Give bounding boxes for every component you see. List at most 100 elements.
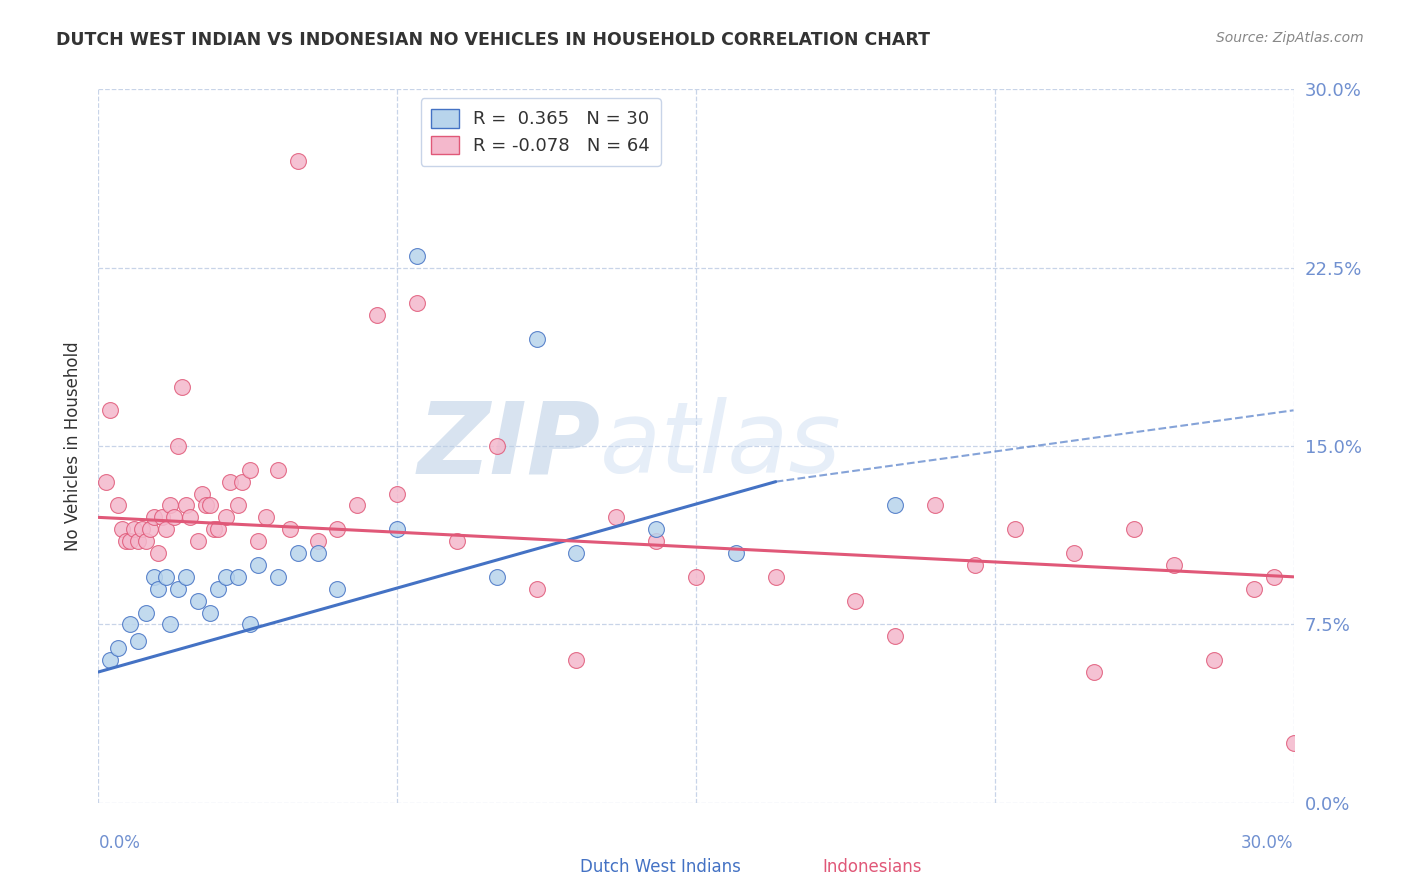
Text: atlas: atlas bbox=[600, 398, 842, 494]
Point bbox=[159, 499, 181, 513]
Point bbox=[219, 475, 242, 489]
Point bbox=[844, 593, 866, 607]
Point bbox=[124, 522, 146, 536]
Point bbox=[645, 522, 668, 536]
Point bbox=[963, 558, 986, 572]
Point bbox=[254, 510, 277, 524]
Point bbox=[127, 634, 149, 648]
Point bbox=[207, 522, 229, 536]
Point bbox=[267, 463, 290, 477]
Text: ZIP: ZIP bbox=[418, 398, 600, 494]
Point bbox=[174, 499, 197, 513]
Point bbox=[1243, 582, 1265, 596]
Point bbox=[1202, 653, 1225, 667]
Point bbox=[287, 153, 309, 168]
Point bbox=[1282, 736, 1305, 750]
Point bbox=[198, 499, 221, 513]
Point bbox=[884, 499, 907, 513]
Point bbox=[346, 499, 368, 513]
Point bbox=[148, 546, 170, 560]
Point bbox=[135, 534, 157, 549]
Point bbox=[215, 570, 238, 584]
Point bbox=[215, 510, 238, 524]
Y-axis label: No Vehicles in Household: No Vehicles in Household bbox=[65, 341, 83, 551]
Point bbox=[765, 570, 787, 584]
Point bbox=[167, 582, 190, 596]
Point bbox=[406, 249, 429, 263]
Point bbox=[326, 582, 349, 596]
Legend: R =  0.365   N = 30, R = -0.078   N = 64: R = 0.365 N = 30, R = -0.078 N = 64 bbox=[420, 98, 661, 166]
Point bbox=[98, 403, 122, 417]
Text: Dutch West Indians: Dutch West Indians bbox=[581, 858, 741, 876]
Text: DUTCH WEST INDIAN VS INDONESIAN NO VEHICLES IN HOUSEHOLD CORRELATION CHART: DUTCH WEST INDIAN VS INDONESIAN NO VEHIC… bbox=[56, 31, 931, 49]
Point bbox=[172, 379, 194, 393]
Point bbox=[526, 332, 548, 346]
Point bbox=[107, 641, 129, 656]
Point bbox=[307, 534, 329, 549]
Point bbox=[159, 617, 181, 632]
Point bbox=[115, 534, 138, 549]
Text: 30.0%: 30.0% bbox=[1241, 834, 1294, 852]
Point bbox=[207, 582, 229, 596]
Point bbox=[366, 308, 388, 322]
Point bbox=[127, 534, 149, 549]
Point bbox=[246, 558, 269, 572]
Point bbox=[167, 439, 190, 453]
Point bbox=[187, 593, 209, 607]
Point bbox=[139, 522, 162, 536]
Point bbox=[526, 582, 548, 596]
Point bbox=[155, 570, 177, 584]
Point bbox=[239, 463, 262, 477]
Point bbox=[267, 570, 290, 584]
Point bbox=[685, 570, 707, 584]
Point bbox=[645, 534, 668, 549]
Point bbox=[565, 546, 588, 560]
Point bbox=[155, 522, 177, 536]
Point bbox=[226, 570, 249, 584]
Point bbox=[198, 606, 221, 620]
Point bbox=[246, 534, 269, 549]
Point bbox=[278, 522, 301, 536]
Point bbox=[195, 499, 218, 513]
Point bbox=[1263, 570, 1285, 584]
Point bbox=[120, 617, 142, 632]
Point bbox=[1004, 522, 1026, 536]
Point bbox=[446, 534, 468, 549]
Point bbox=[191, 486, 214, 500]
Point bbox=[1083, 665, 1105, 679]
Point bbox=[148, 582, 170, 596]
Point bbox=[406, 296, 429, 310]
Point bbox=[163, 510, 186, 524]
Point bbox=[307, 546, 329, 560]
Point bbox=[202, 522, 225, 536]
Point bbox=[884, 629, 907, 643]
Point bbox=[605, 510, 627, 524]
Point bbox=[287, 546, 309, 560]
Point bbox=[724, 546, 747, 560]
Point bbox=[135, 606, 157, 620]
Point bbox=[187, 534, 209, 549]
Point bbox=[143, 570, 166, 584]
Point bbox=[231, 475, 253, 489]
Point bbox=[131, 522, 153, 536]
Point bbox=[107, 499, 129, 513]
Point bbox=[111, 522, 134, 536]
Point bbox=[143, 510, 166, 524]
Point bbox=[485, 439, 508, 453]
Text: Source: ZipAtlas.com: Source: ZipAtlas.com bbox=[1216, 31, 1364, 45]
Point bbox=[326, 522, 349, 536]
Text: 0.0%: 0.0% bbox=[98, 834, 141, 852]
Point bbox=[1123, 522, 1146, 536]
Point bbox=[98, 653, 122, 667]
Point bbox=[96, 475, 118, 489]
Point bbox=[385, 486, 409, 500]
Point bbox=[179, 510, 201, 524]
Point bbox=[1063, 546, 1085, 560]
Point bbox=[1163, 558, 1185, 572]
Point bbox=[226, 499, 249, 513]
Text: Indonesians: Indonesians bbox=[823, 858, 921, 876]
Point bbox=[485, 570, 508, 584]
Point bbox=[565, 653, 588, 667]
Point bbox=[385, 522, 409, 536]
Point bbox=[120, 534, 142, 549]
